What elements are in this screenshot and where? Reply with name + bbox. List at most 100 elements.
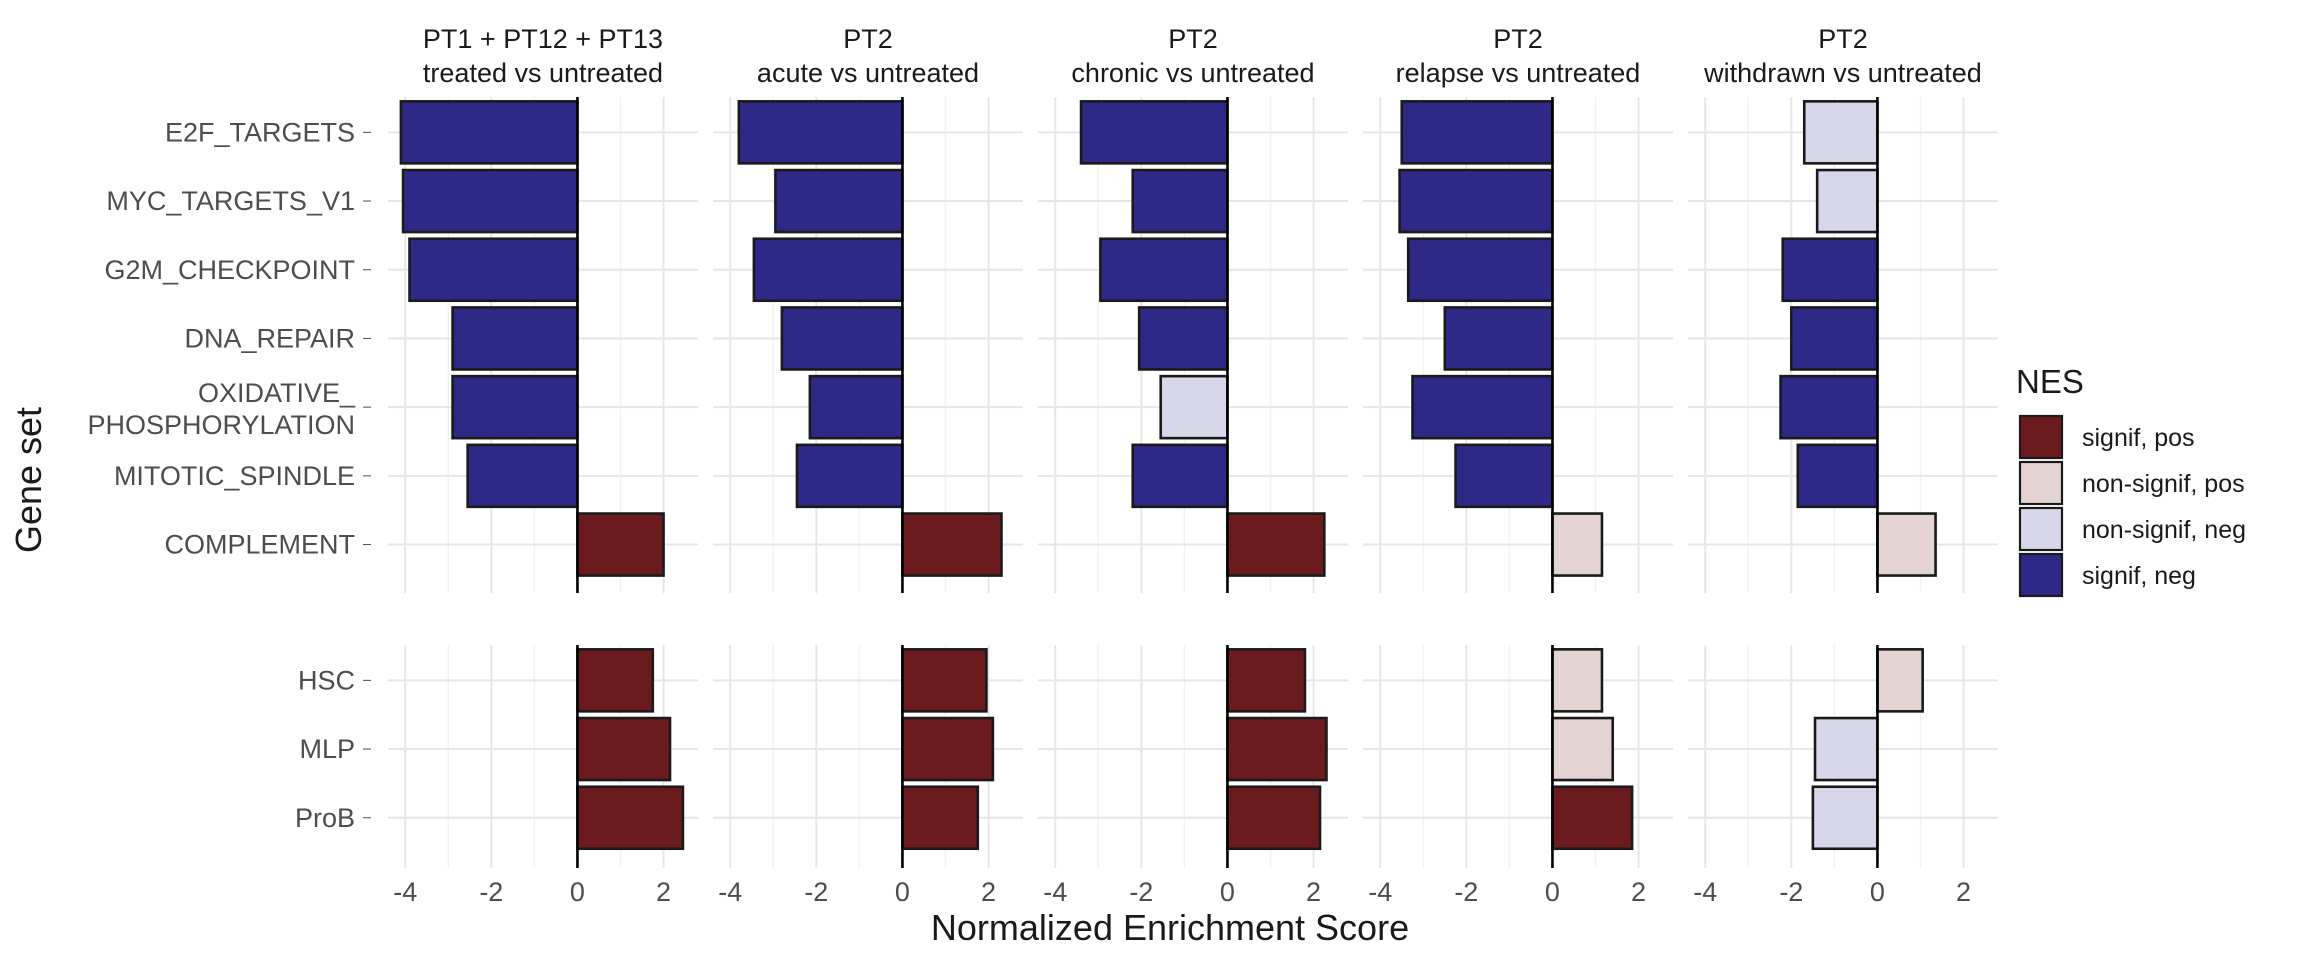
category-label: ProB xyxy=(295,803,355,833)
bar-signif-pos xyxy=(1226,512,1326,577)
bar-signif-neg xyxy=(1406,237,1554,303)
x-tick-label: -2 xyxy=(804,877,828,907)
x-tick-label: 2 xyxy=(1631,877,1646,907)
legend-swatch-signif-pos xyxy=(2018,414,2064,460)
bar-nonsignif-neg xyxy=(1815,168,1879,234)
bar-nonsignif-pos xyxy=(1876,648,1924,713)
bar-signif-pos xyxy=(576,785,685,851)
category-label: COMPLEMENT xyxy=(164,530,355,560)
x-tick-label: 0 xyxy=(1545,877,1560,907)
bar-nonsignif-pos xyxy=(1551,716,1615,782)
bar-signif-pos xyxy=(576,648,655,713)
x-tick-label: 0 xyxy=(1870,877,1885,907)
legend-label: signif, neg xyxy=(2082,562,2196,590)
bar-signif-neg xyxy=(408,237,579,303)
bar-signif-neg xyxy=(1781,237,1879,303)
bar-signif-pos xyxy=(1551,785,1634,851)
panel-title: PT2 xyxy=(1493,24,1543,54)
x-tick-label: -2 xyxy=(479,877,503,907)
category-label: DNA_REPAIR xyxy=(184,323,355,353)
bar-signif-pos xyxy=(901,785,980,851)
x-tick-label: -2 xyxy=(1454,877,1478,907)
panel-title: PT2 xyxy=(1168,24,1218,54)
bar-signif-pos xyxy=(901,512,1003,577)
panel-title: PT1 + PT12 + PT13 xyxy=(423,24,663,54)
bar-signif-neg xyxy=(1779,374,1879,440)
x-tick-label: 2 xyxy=(981,877,996,907)
x-axis-title: Normalized Enrichment Score xyxy=(931,907,1409,948)
bar-signif-neg xyxy=(451,374,579,440)
legend: NES signif, pos non-signif, pos non-signif,… xyxy=(2016,363,2246,598)
legend-label: signif, pos xyxy=(2082,424,2195,452)
bar-signif-neg xyxy=(737,100,904,165)
category-label: G2M_CHECKPOINT xyxy=(104,255,355,285)
bar-signif-neg xyxy=(401,168,579,234)
legend-label: non-signif, pos xyxy=(2082,470,2245,498)
panel-subtitle: treated vs untreated xyxy=(423,58,663,88)
bar-nonsignif-neg xyxy=(1811,785,1879,851)
legend-label: non-signif, neg xyxy=(2082,516,2246,544)
bar-signif-neg xyxy=(1443,306,1554,371)
bar-signif-neg xyxy=(774,168,904,234)
bar-signif-pos xyxy=(576,512,665,577)
x-tick-label: -4 xyxy=(718,877,742,907)
legend-swatch-nonsignif-pos xyxy=(2018,460,2064,506)
bar-signif-neg xyxy=(1137,306,1229,371)
x-tick-label: -2 xyxy=(1129,877,1153,907)
bar-signif-neg xyxy=(1411,374,1554,440)
legend-swatch-nonsignif-neg xyxy=(2018,506,2064,552)
bar-signif-neg xyxy=(466,443,579,509)
bar-signif-neg xyxy=(1131,443,1229,509)
panel-title: PT2 xyxy=(1818,24,1868,54)
bar-signif-neg xyxy=(1079,100,1229,165)
x-tick-label: -4 xyxy=(1693,877,1717,907)
bar-signif-neg xyxy=(1400,100,1554,165)
x-tick-label: 0 xyxy=(895,877,910,907)
bar-signif-pos xyxy=(1226,648,1307,713)
x-tick-label: 0 xyxy=(1220,877,1235,907)
bar-signif-neg xyxy=(1790,306,1879,371)
bar-nonsignif-neg xyxy=(1159,374,1229,440)
bar-nonsignif-neg xyxy=(1813,716,1879,782)
panel-subtitle: acute vs untreated xyxy=(757,58,979,88)
x-tick-label: 0 xyxy=(570,877,585,907)
y-axis-title: Gene set xyxy=(8,407,49,553)
bar-nonsignif-pos xyxy=(1876,512,1937,577)
category-label: OXIDATIVE_ xyxy=(198,378,356,408)
legend-swatch-signif-neg xyxy=(2018,552,2064,598)
bar-signif-pos xyxy=(1226,716,1328,782)
category-label: MYC_TARGETS_V1 xyxy=(106,186,355,216)
bar-signif-pos xyxy=(901,648,988,713)
category-label: E2F_TARGETS xyxy=(165,117,355,147)
bar-signif-neg xyxy=(451,306,579,371)
legend-title: NES xyxy=(2016,363,2084,400)
bar-signif-neg xyxy=(399,100,579,165)
x-tick-label: -4 xyxy=(1043,877,1067,907)
panel-subtitle: withdrawn vs untreated xyxy=(1703,58,1982,88)
category-label: MITOTIC_SPINDLE xyxy=(114,461,355,491)
x-tick-label: -4 xyxy=(393,877,417,907)
bar-signif-neg xyxy=(752,237,904,303)
bar-nonsignif-neg xyxy=(1802,100,1879,165)
bar-nonsignif-pos xyxy=(1551,648,1604,713)
bar-signif-neg xyxy=(1398,168,1554,234)
x-tick-label: 2 xyxy=(656,877,671,907)
bar-signif-neg xyxy=(1131,168,1229,234)
bar-signif-pos xyxy=(901,716,995,782)
bar-signif-pos xyxy=(576,716,672,782)
x-tick-label: -2 xyxy=(1779,877,1803,907)
bar-signif-neg xyxy=(780,306,904,371)
x-tick-label: 2 xyxy=(1306,877,1321,907)
bar-signif-neg xyxy=(795,443,904,509)
x-tick-label: 2 xyxy=(1956,877,1971,907)
bar-signif-pos xyxy=(1226,785,1322,851)
panel-subtitle: relapse vs untreated xyxy=(1396,58,1641,88)
bar-signif-neg xyxy=(1454,443,1554,509)
category-label: MLP xyxy=(299,734,355,764)
panel-subtitle: chronic vs untreated xyxy=(1071,58,1314,88)
category-label: HSC xyxy=(298,665,355,695)
bar-nonsignif-pos xyxy=(1551,512,1604,577)
bar-signif-neg xyxy=(1099,237,1229,303)
